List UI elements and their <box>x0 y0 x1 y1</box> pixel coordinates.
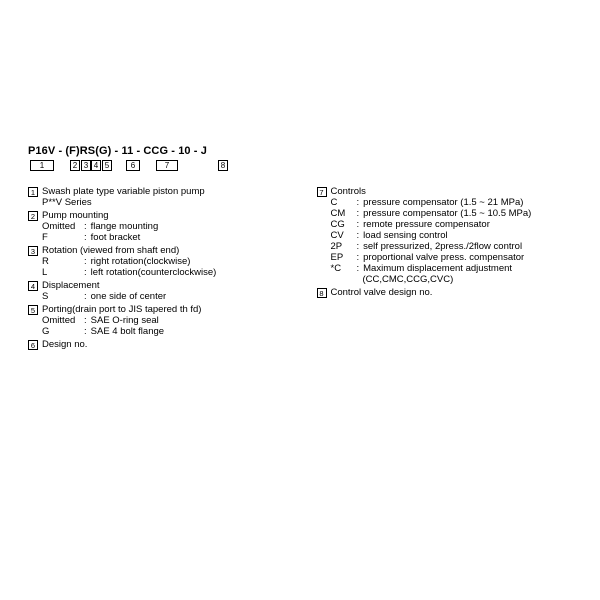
entry-title-8: Control valve design no. <box>331 287 433 298</box>
entry-3-line-1: L: left rotation(counterclockwise) <box>42 267 295 278</box>
code: *C <box>331 263 355 274</box>
entry-num-4: 4 <box>28 281 38 291</box>
code: R <box>42 256 82 267</box>
code: Omitted <box>42 315 82 326</box>
pos-box-2: 2 <box>70 160 80 171</box>
text: Maximum displacement adjustment <box>363 263 512 274</box>
code: EP <box>331 252 355 263</box>
entry-num-8: 8 <box>317 288 327 298</box>
entry-7-line-4: 2P:self pressurized, 2press./2flow contr… <box>331 241 584 252</box>
code: C <box>331 197 355 208</box>
position-boxes-row: 1 2 3 4 5 6 7 8 <box>28 160 583 174</box>
entry-num-2: 2 <box>28 211 38 221</box>
entry-7-line-6: *C:Maximum displacement adjustment <box>331 263 584 274</box>
code: CG <box>331 219 355 230</box>
entry-7-line-3: CV:load sensing control <box>331 230 584 241</box>
pos-box-6: 6 <box>126 160 140 171</box>
entry-title-3: Rotation (viewed from shaft end) <box>42 245 179 256</box>
text: foot bracket <box>91 232 141 243</box>
text: SAE 4 bolt flange <box>91 326 164 337</box>
code: L <box>42 267 82 278</box>
entry-7-line-0: C:pressure compensator (1.5 ~ 21 MPa) <box>331 197 584 208</box>
pos-box-4: 4 <box>91 160 101 171</box>
entry-num-6: 6 <box>28 340 38 350</box>
colon: : <box>84 232 87 243</box>
entry-num-5: 5 <box>28 305 38 315</box>
entry-6: 6 Design no. <box>28 339 295 350</box>
text: pressure compensator (1.5 ~ 21 MPa) <box>363 197 523 208</box>
entry-4: 4 Displacement S: one side of center <box>28 280 295 302</box>
entry-num-1: 1 <box>28 187 38 197</box>
pos-box-8: 8 <box>218 160 228 171</box>
entry-3-line-0: R: right rotation(clockwise) <box>42 256 295 267</box>
colon: : <box>84 291 87 302</box>
text: one side of center <box>91 291 167 302</box>
text: right rotation(clockwise) <box>91 256 191 267</box>
colon: : <box>357 230 360 241</box>
text: remote pressure compensator <box>363 219 490 230</box>
colon: : <box>357 197 360 208</box>
colon: : <box>84 256 87 267</box>
pos-box-1: 1 <box>30 160 54 171</box>
left-column: 1 Swash plate type variable piston pump … <box>28 186 295 352</box>
pos-box-5: 5 <box>102 160 112 171</box>
code: S <box>42 291 82 302</box>
entry-7: 7 Controls C:pressure compensator (1.5 ~… <box>317 186 584 285</box>
text: proportional valve press. compensator <box>363 252 524 263</box>
entry-5-line-1: G: SAE 4 bolt flange <box>42 326 295 337</box>
text: self pressurized, 2press./2flow control <box>363 241 522 252</box>
colon: : <box>357 208 360 219</box>
entry-title-7: Controls <box>331 186 366 197</box>
colon: : <box>357 263 360 274</box>
entry-1: 1 Swash plate type variable piston pump … <box>28 186 295 208</box>
code: F <box>42 232 82 243</box>
code: G <box>42 326 82 337</box>
text: pressure compensator (1.5 ~ 10.5 MPa) <box>363 208 531 219</box>
text: load sensing control <box>363 230 448 241</box>
pos-box-7: 7 <box>156 160 178 171</box>
entry-2-line-1: F: foot bracket <box>42 232 295 243</box>
colon: : <box>84 315 87 326</box>
code: 2P <box>331 241 355 252</box>
text: flange mounting <box>91 221 159 232</box>
model-code-title: P16V - (F)RS(G) - 11 - CCG - 10 - J <box>28 145 583 157</box>
entry-5: 5 Porting(drain port to JIS tapered th f… <box>28 304 295 337</box>
entry-2: 2 Pump mounting Omitted:flange mounting … <box>28 210 295 243</box>
code: CM <box>331 208 355 219</box>
entry-title-2: Pump mounting <box>42 210 109 221</box>
entry-5-line-0: Omitted: SAE O-ring seal <box>42 315 295 326</box>
entry-3: 3 Rotation (viewed from shaft end) R: rig… <box>28 245 295 278</box>
entry-7-line-1: CM:pressure compensator (1.5 ~ 10.5 MPa) <box>331 208 584 219</box>
entry-num-3: 3 <box>28 246 38 256</box>
entry-7-line-2: CG:remote pressure compensator <box>331 219 584 230</box>
colon: : <box>357 241 360 252</box>
colon: : <box>84 326 87 337</box>
entry-8: 8 Control valve design no. <box>317 287 584 298</box>
entry-title-1: Swash plate type variable piston pump <box>42 186 205 197</box>
entry-num-7: 7 <box>317 187 327 197</box>
entry-4-line-0: S: one side of center <box>42 291 295 302</box>
code: CV <box>331 230 355 241</box>
entry-title-6: Design no. <box>42 339 87 350</box>
entry-7-tail: (CC,CMC,CCG,CVC) <box>331 274 584 285</box>
entry-1-sub: P**V Series <box>42 197 295 208</box>
entry-title-4: Displacement <box>42 280 100 291</box>
text: SAE O-ring seal <box>91 315 159 326</box>
right-column: 7 Controls C:pressure compensator (1.5 ~… <box>317 186 584 352</box>
text: left rotation(counterclockwise) <box>91 267 217 278</box>
colon: : <box>357 252 360 263</box>
colon: : <box>357 219 360 230</box>
entry-7-line-5: EP:proportional valve press. compensator <box>331 252 584 263</box>
entry-title-5: Porting(drain port to JIS tapered th fd) <box>42 304 201 315</box>
entry-2-line-0: Omitted: flange mounting <box>42 221 295 232</box>
pos-box-3: 3 <box>81 160 91 171</box>
colon: : <box>84 267 87 278</box>
code: Omitted <box>42 221 82 232</box>
colon: : <box>84 221 87 232</box>
